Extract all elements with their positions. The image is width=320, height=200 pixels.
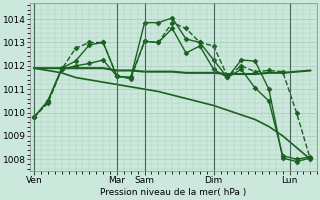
X-axis label: Pression niveau de la mer( hPa ): Pression niveau de la mer( hPa ) [100, 188, 247, 197]
